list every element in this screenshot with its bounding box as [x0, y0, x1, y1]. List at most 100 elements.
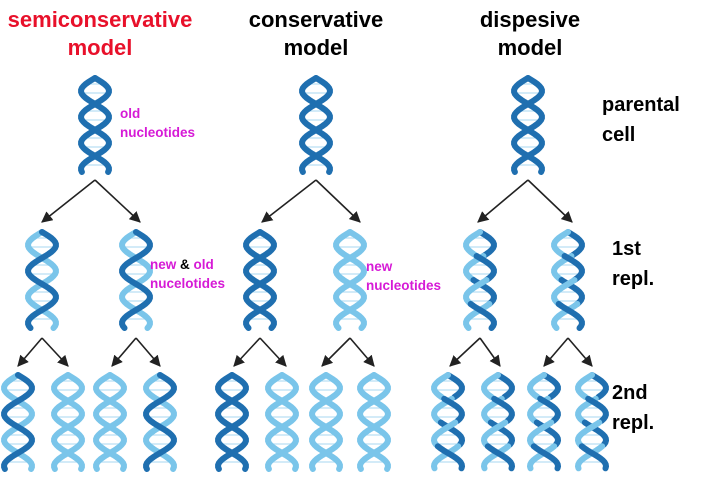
arrow-second-0-right [41, 337, 69, 367]
strand-segment [441, 395, 465, 424]
first-helix-disp-right [551, 229, 585, 331]
strand-segment [551, 301, 581, 331]
annotation-new-line2: nucleotides [366, 278, 442, 293]
strand-a [78, 75, 112, 175]
parental-helix-dispersive [511, 75, 545, 175]
strand-a [1, 372, 35, 472]
annotation-old-line2: nucleotides [120, 125, 196, 140]
strand-segment [574, 443, 606, 472]
first-helix-cons-left [243, 229, 277, 331]
arrow-second-4-right [479, 337, 501, 367]
row-label-second-replication: 2nd repl. [612, 378, 654, 438]
strand-segment [589, 372, 609, 400]
arrow-second-5-left [543, 337, 569, 367]
title-semiconservative-line2: model [67, 35, 133, 60]
strand-segment [495, 372, 515, 400]
annotation-new-and-old-line1: new & old [150, 255, 225, 274]
strand-segment [430, 443, 462, 472]
strand-segment [527, 372, 547, 400]
strand-segment [430, 419, 459, 448]
row-label-second-line2: repl. [612, 412, 655, 434]
strand-a [511, 75, 545, 175]
second-helix-cons-2 [265, 372, 299, 472]
strand-a [309, 372, 343, 472]
annotation-new-line1: new [366, 259, 393, 274]
title-semiconservative-line1: semiconservative [7, 7, 193, 32]
strand-segment [541, 372, 561, 400]
second-helix-semi-4 [143, 372, 177, 472]
strand-segment [537, 395, 561, 424]
annotation-word-new: new [150, 257, 177, 272]
strand-segment [491, 395, 515, 424]
annotation-ampersand: & [180, 257, 190, 272]
second-helix-semi-3 [93, 372, 127, 472]
first-helix-semi-right [119, 229, 153, 331]
parental-helix-semiconservative [78, 75, 112, 175]
strand-b [243, 229, 277, 331]
strand-segment [434, 443, 466, 472]
strand-segment [551, 229, 571, 259]
arrow-second-2-left [233, 337, 261, 367]
helices-layer [1, 75, 610, 472]
strand-segment [481, 372, 501, 400]
strand-segment [463, 229, 483, 259]
arrows-layer [17, 179, 593, 367]
arrow-second-3-left [321, 337, 351, 367]
arrow-cons-p-right [315, 179, 361, 223]
row-label-second-line1: 2nd [612, 382, 648, 404]
second-helix-cons-4 [357, 372, 391, 472]
second-helix-cons-1 [215, 372, 249, 472]
row-label-parental: parental cell [602, 90, 680, 150]
strand-segment [551, 277, 578, 307]
strand-segment [551, 253, 575, 283]
arrow-second-1-left [111, 337, 137, 367]
arrow-second-3-right [349, 337, 375, 367]
strand-a [299, 75, 333, 175]
annotation-new-nucleotides: new nucleotides [366, 257, 441, 295]
strand-segment [555, 301, 585, 331]
strand-segment [575, 372, 595, 400]
strand-segment [463, 301, 493, 331]
strand-a [357, 372, 391, 472]
second-helix-disp-2 [480, 372, 516, 472]
title-conservative-line1: conservative [248, 7, 384, 32]
strand-segment [526, 443, 558, 472]
arrow-second-2-right [259, 337, 287, 367]
row-label-first-replication: 1st repl. [612, 234, 654, 294]
first-helix-disp-left [463, 229, 497, 331]
title-semiconservative: semiconservative model [0, 6, 200, 62]
annotation-word-old: old [193, 257, 214, 272]
strand-a [265, 372, 299, 472]
strand-segment [473, 253, 497, 283]
arrow-second-0-left [17, 337, 43, 367]
strand-a [93, 372, 127, 472]
strand-segment [463, 277, 490, 307]
strand-a [51, 372, 85, 472]
strand-a [119, 229, 153, 331]
strand-segment [578, 443, 610, 472]
second-helix-disp-4 [574, 372, 610, 472]
strand-segment [463, 253, 487, 283]
strand-a [215, 372, 249, 472]
annotation-old-line1: old [120, 106, 141, 121]
strand-a [25, 229, 59, 331]
title-dispersive-line1: dispesive [479, 7, 581, 32]
annotation-old-nucleotides: old nucleotides [120, 104, 195, 142]
strand-segment [480, 419, 509, 448]
annotation-new-and-old-line2: nucelotides [150, 276, 226, 291]
annotation-new-and-old-nucleotides: new & old nucelotides [150, 255, 225, 293]
second-helix-disp-3 [526, 372, 562, 472]
strand-a [333, 229, 367, 331]
arrow-disp-p-right [527, 179, 573, 223]
arrow-second-4-left [449, 337, 481, 367]
arrow-disp-p-left [477, 179, 529, 223]
title-dispersive: dispesive model [455, 6, 605, 62]
row-label-parental-line1: parental [602, 94, 680, 116]
second-helix-semi-2 [51, 372, 85, 472]
strand-segment [561, 253, 585, 283]
strand-b [25, 229, 59, 331]
arrow-semi-p-right [94, 179, 141, 223]
title-conservative: conservative model [226, 6, 406, 62]
second-helix-disp-1 [430, 372, 466, 472]
